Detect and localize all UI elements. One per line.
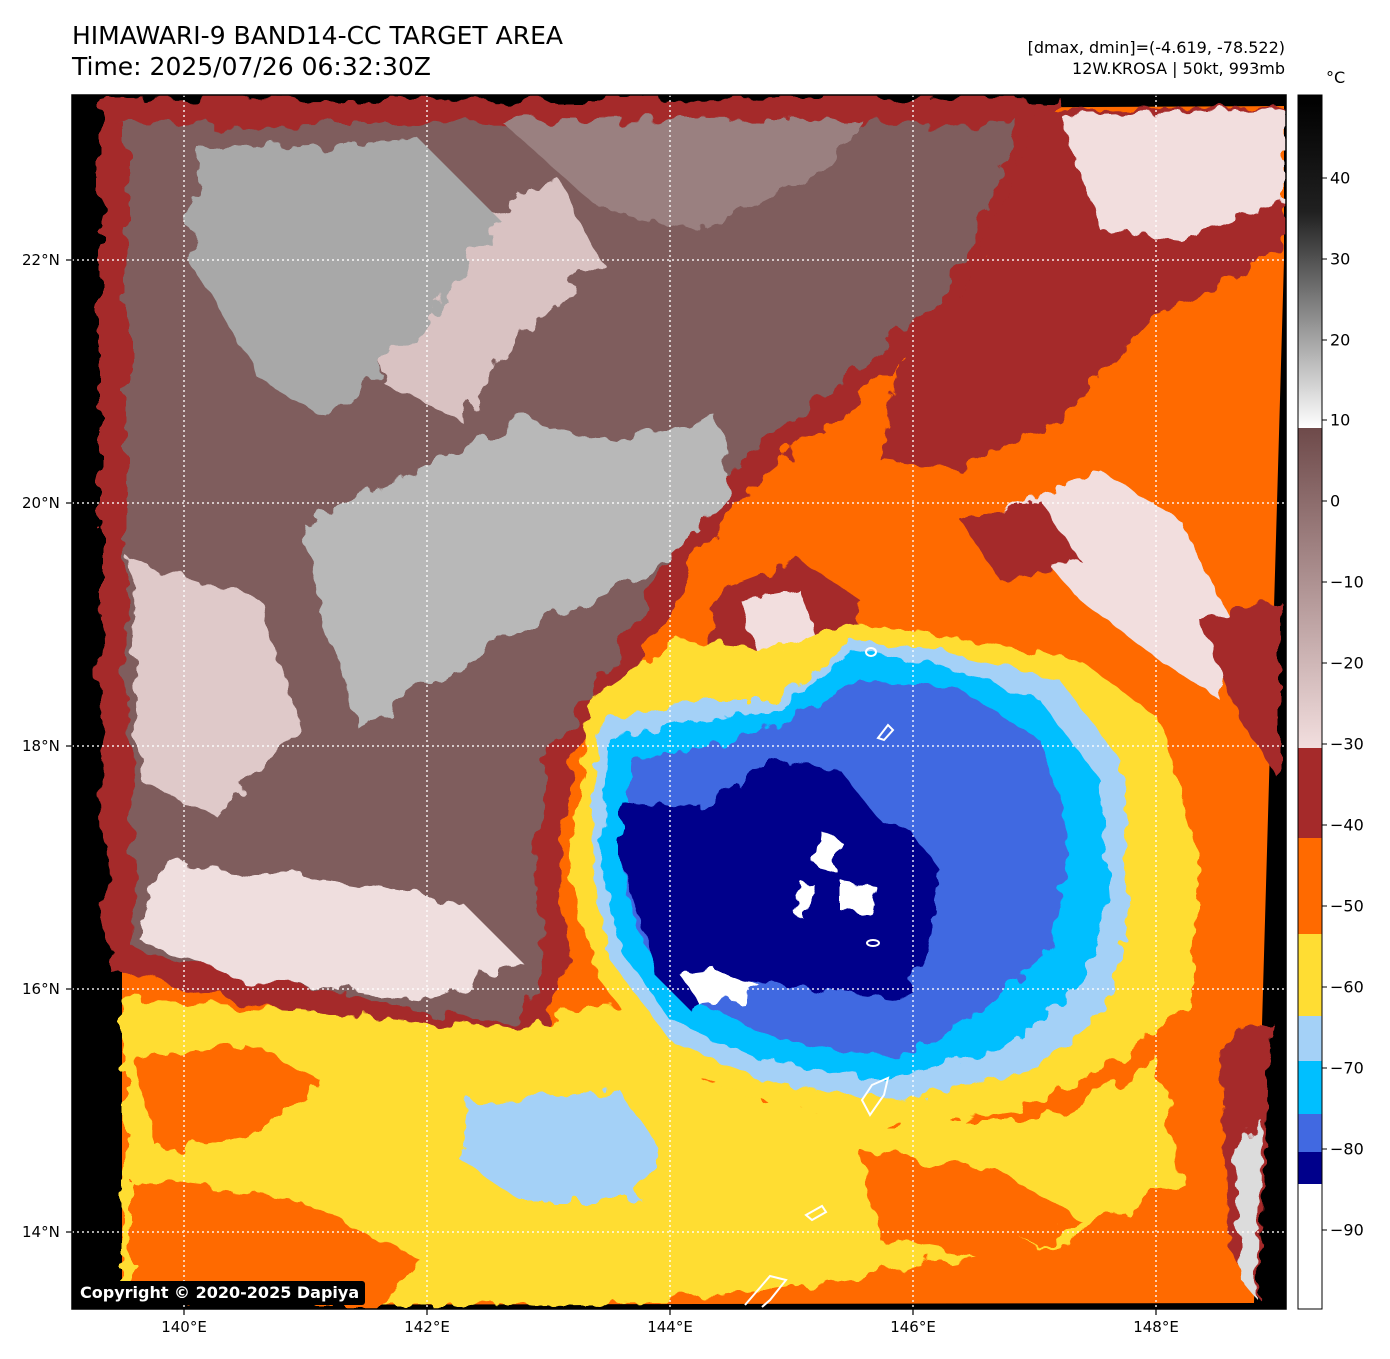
axis-ticks	[66, 259, 1157, 1315]
colorbar-unit: °C	[1326, 68, 1346, 87]
colorbar-orange-segment	[1298, 838, 1322, 934]
chart-title: HIMAWARI-9 BAND14-CC TARGET AREA	[72, 21, 564, 50]
colorbar-tick-label: −90	[1330, 1220, 1364, 1240]
colorbar-frame	[1297, 94, 1323, 1310]
lon-tick-label: 146°E	[890, 1318, 936, 1336]
central-dense-overcast	[570, 620, 1200, 1130]
island-outlines	[744, 647, 895, 1308]
colorbar-tick-label: −60	[1330, 977, 1364, 997]
colorbar-tick-label: −80	[1330, 1139, 1364, 1159]
dmax-dmin-readout: [dmax, dmin]=(-4.619, -78.522)	[1027, 38, 1285, 57]
colorbar-tick-label: −20	[1330, 653, 1364, 673]
colorbar-white-segment	[1298, 1184, 1322, 1309]
colorbar-tick-label: −50	[1330, 896, 1364, 916]
colorbar-tick-label: 10	[1330, 410, 1351, 430]
colorbar-tick-label: −10	[1330, 572, 1364, 592]
colorbar-tick-label: 40	[1330, 168, 1351, 188]
graticule	[72, 95, 1286, 1309]
colorbar-yellow-segment	[1298, 934, 1322, 1016]
storm-info: 12W.KROSA | 50kt, 993mb	[1072, 59, 1285, 78]
chart-time: Time: 2025/07/26 06:32:30Z	[72, 52, 431, 81]
colorbar-gray-segment	[1298, 95, 1322, 428]
colorbar-warm-segment	[1298, 428, 1322, 748]
colorbar-tick-label: −70	[1330, 1058, 1364, 1078]
lon-tick-label: 140°E	[161, 1318, 207, 1336]
colorbar	[1297, 94, 1327, 1310]
upper-right-cloud-band	[700, 106, 1284, 1300]
colorbar-navy-segment	[1298, 1152, 1322, 1184]
lat-tick-label: 18°N	[22, 737, 60, 755]
colorbar-lightblue-segment	[1298, 1016, 1322, 1061]
colorbar-tick-label: −40	[1330, 815, 1364, 835]
lat-tick-label: 14°N	[22, 1223, 60, 1241]
colorbar-tick-label: −30	[1330, 734, 1364, 754]
south-cloud-field	[122, 1000, 1180, 1303]
colorbar-tick-label: 0	[1330, 491, 1341, 511]
map-frame	[71, 94, 1287, 1310]
lat-tick-label: 20°N	[22, 494, 60, 512]
lat-tick-label: 16°N	[22, 980, 60, 998]
colorbar-tick-label: 30	[1330, 249, 1351, 269]
copyright-badge: Copyright © 2020-2025 Dapiya	[74, 1281, 366, 1305]
lon-tick-label: 142°E	[404, 1318, 450, 1336]
map-imagery	[72, 95, 1286, 1309]
lon-tick-label: 148°E	[1133, 1318, 1179, 1336]
colorbar-red-segment	[1298, 748, 1322, 838]
colorbar-tick-label: 20	[1330, 330, 1351, 350]
colorbar-blue-segment	[1298, 1114, 1322, 1152]
lat-tick-label: 22°N	[22, 251, 60, 269]
lon-tick-label: 144°E	[647, 1318, 693, 1336]
clear-sky-region	[100, 96, 1060, 1055]
colorbar-cyan-segment	[1298, 1061, 1322, 1114]
